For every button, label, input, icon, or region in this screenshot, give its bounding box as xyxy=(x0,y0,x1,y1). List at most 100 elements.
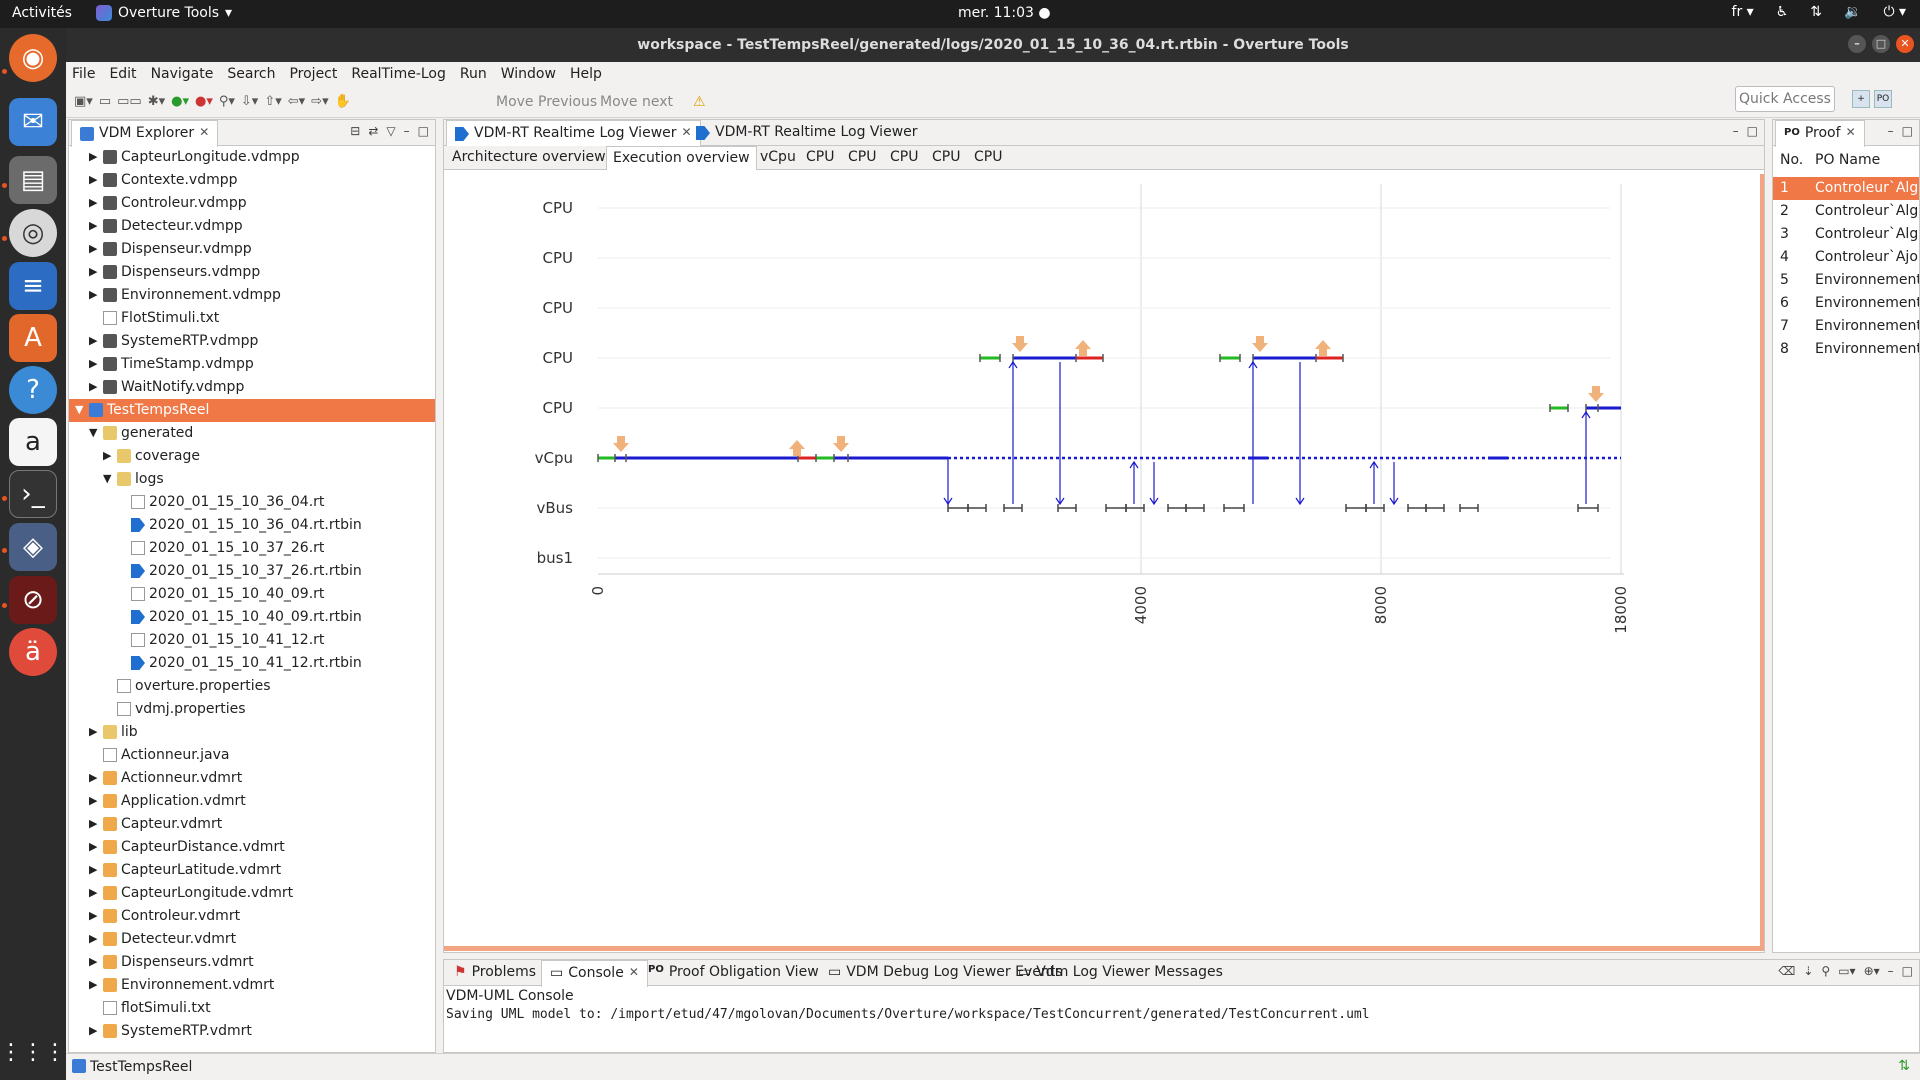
tree-item[interactable]: 2020_01_15_10_40_09.rt xyxy=(69,583,435,606)
menu-file[interactable]: File xyxy=(72,66,96,82)
keyboard-layout-indicator[interactable]: fr ▾ xyxy=(1731,4,1754,20)
chevron-right-icon[interactable]: ▶ xyxy=(89,150,98,163)
close-icon[interactable]: ✕ xyxy=(199,125,210,139)
debug-icon[interactable]: ✱▾ xyxy=(147,94,166,109)
subtab-vcpu[interactable]: vCpu xyxy=(760,149,796,165)
minimize-view-icon[interactable]: – xyxy=(1887,124,1894,138)
next-annotation-icon[interactable]: ⇩▾ xyxy=(240,94,259,109)
tree-item[interactable]: ▶ Contexte.vdmpp xyxy=(69,169,435,192)
amazon-icon[interactable]: a xyxy=(9,418,57,466)
chevron-right-icon[interactable]: ▶ xyxy=(89,725,98,738)
tab-vdm-log-viewer-messages[interactable]: ▭ Vdm Log Viewer Messages xyxy=(1010,960,1231,986)
chevron-right-icon[interactable]: ▶ xyxy=(89,817,98,830)
tree-item[interactable]: flotSimuli.txt xyxy=(69,997,435,1020)
tree-item[interactable]: ▶ CapteurLatitude.vdmrt xyxy=(69,859,435,882)
minimize-view-icon[interactable]: – xyxy=(1732,124,1739,138)
close-icon[interactable]: ✕ xyxy=(681,125,692,139)
view-menu-icon[interactable]: ▽ xyxy=(386,124,396,138)
proof-row[interactable]: 7 Environnement xyxy=(1773,315,1919,338)
tree-item[interactable]: 2020_01_15_10_37_26.rt xyxy=(69,537,435,560)
minimize-button[interactable]: – xyxy=(1848,35,1866,53)
chevron-right-icon[interactable]: ▶ xyxy=(89,357,98,370)
save-all-icon[interactable]: ▭▭ xyxy=(117,94,142,109)
chevron-down-icon[interactable]: ▼ xyxy=(75,403,84,416)
chevron-right-icon[interactable]: ▶ xyxy=(89,771,98,784)
tab-realtime-log-viewer-1[interactable]: VDM-RT Realtime Log Viewer ✕ xyxy=(446,120,701,147)
close-button[interactable]: ✕ xyxy=(1896,35,1914,53)
close-icon[interactable]: ✕ xyxy=(1845,125,1856,139)
move-previous-button[interactable]: Move Previous xyxy=(496,94,598,110)
maximize-view-icon[interactable]: □ xyxy=(1901,124,1913,138)
tree-item[interactable]: ▶ Environnement.vdmpp xyxy=(69,284,435,307)
tree-item[interactable]: ▶ CapteurDistance.vdmrt xyxy=(69,836,435,859)
scroll-lock-icon[interactable]: ⇣ xyxy=(1803,964,1814,978)
tree-item[interactable]: ▶ Capteur.vdmrt xyxy=(69,813,435,836)
subtab-architecture-overview[interactable]: Architecture overview xyxy=(452,149,606,165)
tree-item[interactable]: ▶ WaitNotify.vdmpp xyxy=(69,376,435,399)
vdm-perspective-icon[interactable]: PO xyxy=(1874,90,1892,108)
terminal-icon[interactable]: ›_ xyxy=(9,470,57,518)
tree-item[interactable]: vdmj.properties xyxy=(69,698,435,721)
back-icon[interactable]: ⇦▾ xyxy=(287,94,306,109)
tree-item[interactable]: ▶ Environnement.vdmrt xyxy=(69,974,435,997)
proof-row[interactable]: 5 Environnement xyxy=(1773,269,1919,292)
pin-console-icon[interactable]: ⚲ xyxy=(1821,964,1831,978)
tree-item[interactable]: ▶ lib xyxy=(69,721,435,744)
tree-item[interactable]: ▶ TimeStamp.vdmpp xyxy=(69,353,435,376)
tree-item[interactable]: ▼ generated xyxy=(69,422,435,445)
activities-button[interactable]: Activités xyxy=(12,5,72,21)
clock[interactable]: mer. 11:03 ● xyxy=(958,5,1051,21)
menu-edit[interactable]: Edit xyxy=(109,66,137,82)
column-po-name[interactable]: PO Name xyxy=(1815,152,1881,168)
minimize-view-icon[interactable]: – xyxy=(1887,964,1894,978)
chevron-right-icon[interactable]: ▶ xyxy=(89,265,98,278)
previous-annotation-icon[interactable]: ⇧▾ xyxy=(264,94,282,109)
collapse-all-icon[interactable]: ⊟ xyxy=(350,124,361,138)
chevron-right-icon[interactable]: ▶ xyxy=(89,909,98,922)
network-icon[interactable]: ⇅ xyxy=(1810,4,1822,20)
tree-item[interactable]: 2020_01_15_10_37_26.rt.rtbin xyxy=(69,560,435,583)
proof-row[interactable]: 2 Controleur`Alg xyxy=(1773,200,1919,223)
writer-icon[interactable]: ≡ xyxy=(9,262,57,310)
new-icon[interactable]: ▣▾ xyxy=(74,94,93,109)
tree-item[interactable]: ▶ SystemeRTP.vdmpp xyxy=(69,330,435,353)
subtab-cpu-5[interactable]: CPU xyxy=(974,149,1003,165)
menu-help[interactable]: Help xyxy=(569,66,602,82)
rhythmbox-icon[interactable]: ◎ xyxy=(9,209,57,257)
maximize-view-icon[interactable]: □ xyxy=(417,124,429,138)
search-icon[interactable]: ⚲▾ xyxy=(218,94,235,109)
files-icon[interactable]: ▤ xyxy=(9,156,57,204)
show-applications-icon[interactable]: ⋮⋮⋮ xyxy=(0,1039,66,1065)
chevron-down-icon[interactable]: ▼ xyxy=(103,472,112,485)
proof-row[interactable]: 8 Environnement xyxy=(1773,338,1919,361)
quick-access-input[interactable]: Quick Access xyxy=(1735,86,1835,112)
subtab-cpu-2[interactable]: CPU xyxy=(848,149,877,165)
tree-item[interactable]: 2020_01_15_10_40_09.rt.rtbin xyxy=(69,606,435,629)
help-icon[interactable]: ? xyxy=(9,366,57,414)
tree-item[interactable]: ▶ coverage xyxy=(69,445,435,468)
volume-icon[interactable]: 🔉 xyxy=(1844,4,1862,20)
menu-realtime-log[interactable]: RealTime-Log xyxy=(351,66,446,82)
chevron-right-icon[interactable]: ▶ xyxy=(89,955,98,968)
tree-item[interactable]: ▶ Controleur.vdmrt xyxy=(69,905,435,928)
project-tree[interactable]: ▶ CapteurLongitude.vdmpp ▶ Contexte.vdmpp ▶ C… xyxy=(69,146,435,1043)
perspective-switcher[interactable]: + PO xyxy=(1852,90,1892,108)
accessibility-icon[interactable]: ♿ xyxy=(1775,4,1789,20)
menu-navigate[interactable]: Navigate xyxy=(150,66,214,82)
tree-item[interactable]: ▶ CapteurLongitude.vdmrt xyxy=(69,882,435,905)
proof-row[interactable]: 3 Controleur`Alg xyxy=(1773,223,1919,246)
tab-proof-obligation-view[interactable]: PO Proof Obligation View xyxy=(640,960,827,986)
system-tray[interactable]: fr ▾ ♿ ⇅ 🔉 ⏻ ▾ xyxy=(1732,4,1906,20)
tree-item[interactable]: 2020_01_15_10_41_12.rt xyxy=(69,629,435,652)
close-icon[interactable]: ✕ xyxy=(628,965,639,979)
link-editor-icon[interactable]: ⇄ xyxy=(368,124,379,138)
tree-item[interactable]: Actionneur.java xyxy=(69,744,435,767)
forward-icon[interactable]: ⇨▾ xyxy=(311,94,329,109)
external-tools-icon[interactable]: ●▾ xyxy=(194,94,213,109)
column-no[interactable]: No. xyxy=(1780,152,1804,168)
open-perspective-icon[interactable]: + xyxy=(1852,90,1870,108)
tree-item[interactable]: ▶ Dispenseurs.vdmpp xyxy=(69,261,435,284)
subtab-cpu-3[interactable]: CPU xyxy=(890,149,919,165)
app-menu[interactable]: Overture Tools ▾ xyxy=(96,5,232,21)
execution-overview-canvas[interactable]: CPU CPU CPU CPU CPU vCpu vBus bus1 0 4000 8000 1800… xyxy=(448,174,1764,946)
